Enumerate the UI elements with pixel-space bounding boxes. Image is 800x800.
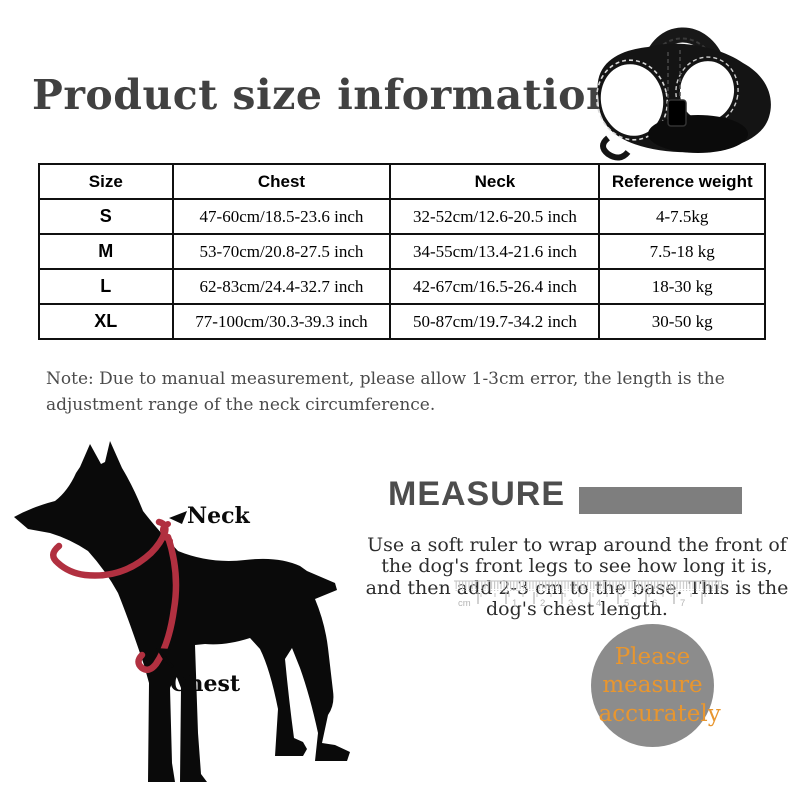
measure-heading-bar — [579, 487, 742, 514]
cell-neck: 42-67cm/16.5-26.4 inch — [389, 268, 601, 305]
ruler-number: 4 — [596, 598, 601, 609]
header-weight: Reference weight — [598, 163, 766, 200]
table-header-row: Size Chest Neck Reference weight — [38, 163, 766, 200]
cell-size: XL — [38, 303, 174, 340]
harness-buckle — [667, 99, 687, 127]
dog-measurement-diagram — [14, 441, 350, 782]
ruler-cm-ticks — [477, 592, 703, 604]
measure-accurately-badge: Please measure accurately — [591, 624, 721, 747]
measure-heading: MEASURE — [388, 475, 566, 513]
header-chest: Chest — [171, 163, 392, 200]
ruler-number: 5 — [624, 598, 629, 609]
ruler-number: 1 — [512, 598, 517, 609]
size-table: Size Chest Neck Reference weight S 47-60… — [38, 163, 766, 340]
ruler-number: 3 — [568, 598, 573, 609]
ruler-illustration: cm 1 2 3 4 5 6 7 — [454, 580, 722, 609]
harness-stitch-1 — [595, 59, 669, 141]
cell-size: M — [38, 233, 174, 270]
harness-lower-ring — [600, 135, 631, 161]
harness-side-opening — [679, 61, 735, 121]
ruler-number: 2 — [540, 598, 545, 609]
ruler-mm-ticks — [454, 581, 722, 591]
header-size: Size — [38, 163, 174, 200]
cell-weight: 18-30 kg — [598, 268, 766, 305]
table-row: L 62-83cm/24.4-32.7 inch 42-67cm/16.5-26… — [38, 268, 766, 305]
cell-chest: 47-60cm/18.5-23.6 inch — [171, 198, 392, 235]
header-neck: Neck — [389, 163, 601, 200]
harness-belly-pad — [648, 115, 748, 153]
chest-arrow-tail — [160, 653, 175, 669]
harness-product-image — [595, 27, 771, 161]
cell-neck: 50-87cm/19.7-34.2 inch — [389, 303, 601, 340]
cell-size: L — [38, 268, 174, 305]
cell-weight: 30-50 kg — [598, 303, 766, 340]
cell-neck: 32-52cm/12.6-20.5 inch — [389, 198, 601, 235]
measurement-note: Note: Due to manual measurement, please … — [46, 369, 725, 416]
cell-weight: 7.5-18 kg — [598, 233, 766, 270]
cell-chest: 62-83cm/24.4-32.7 inch — [171, 268, 392, 305]
cell-weight: 4-7.5kg — [598, 198, 766, 235]
neck-label: Neck — [187, 503, 250, 529]
harness-neck-opening — [600, 64, 664, 136]
dog-silhouette — [14, 441, 350, 782]
chest-measure-line — [135, 533, 180, 674]
cell-chest: 77-100cm/30.3-39.3 inch — [171, 303, 392, 340]
cell-size: S — [38, 198, 174, 235]
table-row: S 47-60cm/18.5-23.6 inch 32-52cm/12.6-20… — [38, 198, 766, 235]
ruler-number: 7 — [680, 598, 685, 609]
ruler-half-ticks — [478, 593, 716, 598]
table-row: M 53-70cm/20.8-27.5 inch 34-55cm/13.4-21… — [38, 233, 766, 270]
neck-arrow-icon — [169, 511, 187, 524]
cell-neck: 34-55cm/13.4-21.6 inch — [389, 233, 601, 270]
table-row: XL 77-100cm/30.3-39.3 inch 50-87cm/19.7-… — [38, 303, 766, 340]
chest-label: Chest — [170, 671, 241, 697]
ruler-number: 6 — [652, 598, 657, 609]
cell-chest: 53-70cm/20.8-27.5 inch — [171, 233, 392, 270]
ruler-unit-label: cm — [458, 598, 471, 609]
page-title: Product size information — [32, 71, 617, 120]
badge-text: Please measure accurately — [598, 644, 721, 727]
